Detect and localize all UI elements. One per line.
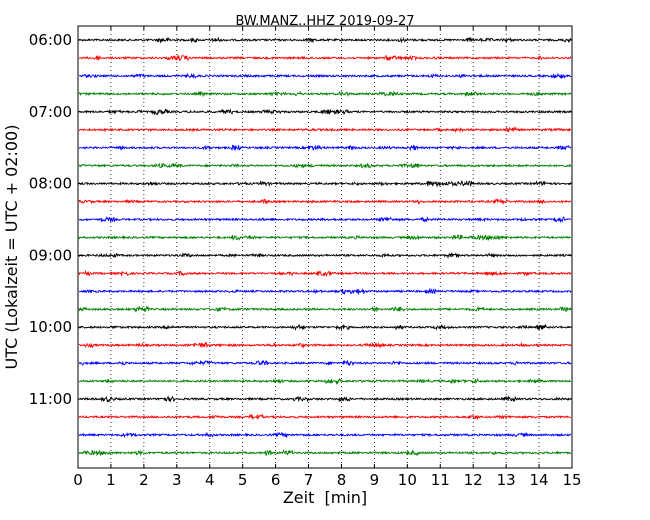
x-tick-label: 11 [431,471,450,489]
trace-0730 [78,144,572,152]
trace-0715 [78,126,572,133]
trace-1045 [78,377,572,385]
trace-0615 [78,53,572,62]
trace-0745 [78,162,572,169]
trace-0645 [78,90,572,98]
trace-1000 [78,323,572,332]
y-tick-label: 06:00 [29,31,72,49]
trace-1115 [78,413,572,421]
y-tick-label: 09:00 [29,246,72,264]
trace-lines [78,36,572,457]
trace-1145 [78,449,572,457]
x-tick-label: 0 [73,471,83,489]
trace-0600 [78,36,572,44]
plot-frame [77,25,573,469]
y-tick-label: 08:00 [29,175,72,193]
trace-0800 [78,180,572,188]
x-axis: 0 1 2 3 4 5 6 7 8 9 10 11 12 13 14 15 [73,26,582,489]
x-axis-label: Zeit [min] [283,488,367,507]
x-tick-label: 13 [497,471,516,489]
trace-0945 [78,305,572,313]
trace-0915 [78,269,572,277]
y-tick-label: 07:00 [29,103,72,121]
chart-title: BW.MANZ..HHZ 2019-09-27 [235,14,414,29]
x-tick-label: 15 [562,471,581,489]
x-tick-label: 10 [398,471,417,489]
y-tick-label: 10:00 [29,318,72,336]
trace-0930 [78,287,572,296]
x-tick-label: 12 [464,471,483,489]
trace-0630 [78,72,572,80]
x-tick-label: 1 [106,471,116,489]
x-tick-label: 9 [370,471,380,489]
x-tick-label: 2 [139,471,149,489]
trace-1030 [78,359,572,367]
trace-0815 [78,197,571,205]
y-axis-label: UTC (Lokalzeit = UTC + 02:00) [2,125,21,370]
trace-0830 [78,216,572,224]
trace-1130 [78,431,572,439]
trace-0700 [78,108,572,116]
x-tick-label: 6 [271,471,281,489]
trace-1100 [78,395,572,403]
x-tick-label: 5 [238,471,248,489]
trace-0845 [78,234,571,241]
y-axis: 06:00 07:00 08:00 09:00 10:00 11:00 [29,31,572,408]
y-tick-label: 11:00 [29,390,72,408]
x-tick-label: 7 [304,471,314,489]
trace-0900 [78,252,572,260]
trace-1015 [78,341,572,349]
x-tick-label: 8 [337,471,347,489]
x-tick-label: 14 [530,471,549,489]
x-grid-lines [110,26,540,468]
x-tick-label: 3 [172,471,182,489]
x-tick-label: 4 [205,471,215,489]
